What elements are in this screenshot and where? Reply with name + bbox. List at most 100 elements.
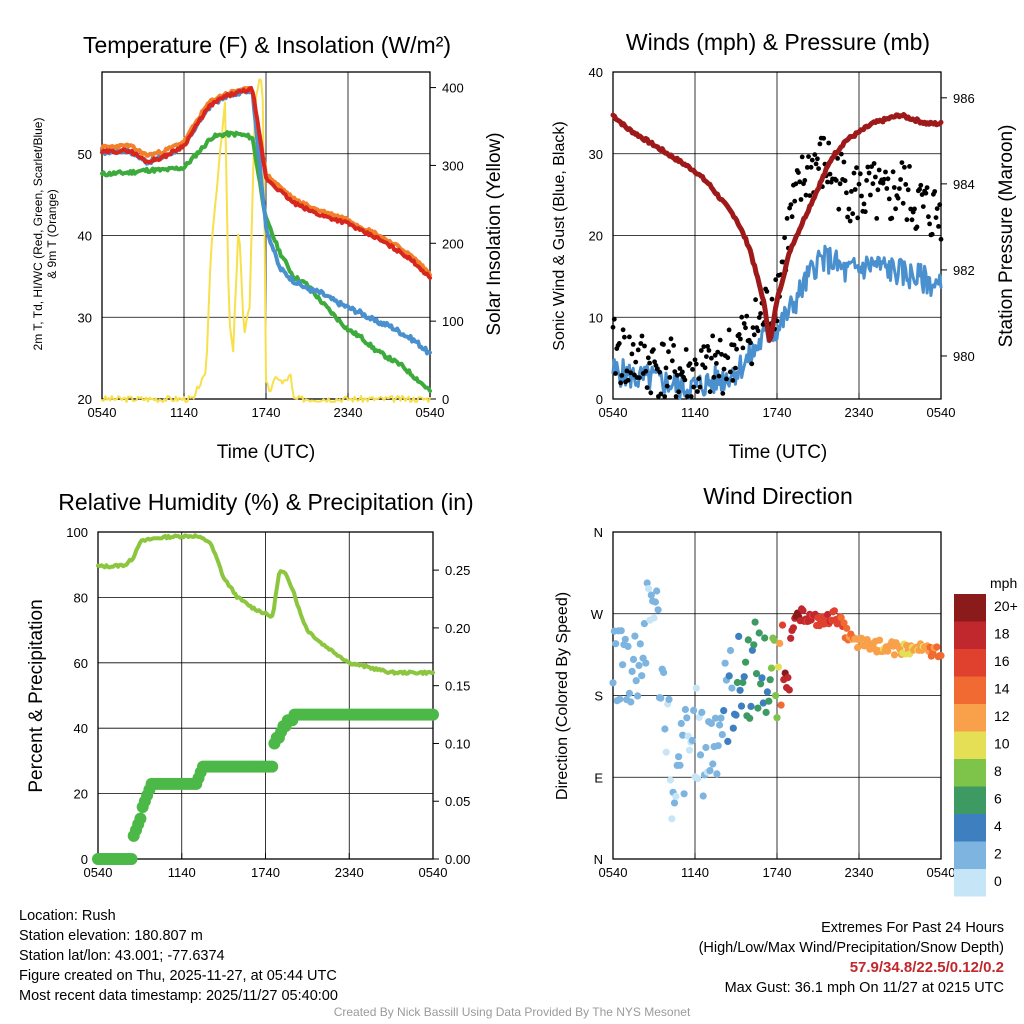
legend-label: 14: [994, 681, 1010, 697]
gust-point: [709, 355, 714, 361]
direction-point: [636, 640, 644, 648]
temp-xtick-label: 1140: [170, 405, 198, 420]
wind-ytick-right: 986: [953, 91, 975, 106]
legend-swatch: [954, 704, 986, 732]
gust-point: [923, 190, 929, 196]
wind-chart-title: Winds (mph) & Pressure (mb): [626, 29, 930, 55]
direction-point: [735, 632, 743, 641]
dir-ytick-left: E: [594, 770, 603, 785]
legend-label: 20+: [994, 598, 1018, 614]
rh-xtick-label: 1140: [168, 865, 196, 880]
gust-point: [638, 341, 644, 346]
gust-point: [808, 164, 814, 170]
legend-swatch: [954, 649, 986, 677]
latlon-text: Station lat/lon: 43.001; -77.6374: [19, 948, 225, 964]
temp-ylabel-left-1: 2m T, Td, HI/WC (Red, Green, Scarlet/Blu…: [31, 118, 45, 351]
direction-point: [676, 761, 684, 769]
direction-point: [748, 646, 757, 654]
gust-point: [798, 197, 804, 202]
direction-point: [653, 587, 661, 595]
gust-point: [680, 369, 685, 375]
gust-point: [851, 170, 857, 176]
direction-point: [699, 792, 707, 800]
gust-point: [669, 358, 675, 364]
gust-point: [727, 369, 733, 375]
extremes-values: 57.9/34.8/22.5/0.12/0.2: [849, 959, 1004, 976]
direction-point: [631, 632, 639, 640]
gust-point: [870, 181, 876, 187]
gust-point: [716, 373, 722, 379]
dir-ylabel-left: Direction (Colored By Speed): [554, 592, 571, 800]
gust-point: [883, 169, 888, 175]
direction-point: [733, 678, 742, 687]
dir-ytick-left: N: [594, 852, 603, 867]
gust-point: [743, 325, 748, 331]
direction-point: [654, 606, 662, 614]
gust-point: [627, 334, 632, 340]
dir-xtick-label: 2340: [845, 865, 874, 880]
direction-point: [709, 760, 717, 768]
rh-precip-panel: 0540 1140 1740 2340 05400204060801000.000.05…: [66, 525, 470, 880]
wind-xlabel: Time (UTC): [729, 442, 828, 463]
direction-point: [650, 614, 658, 622]
wind-ytick-left: 30: [589, 147, 603, 162]
gust-point: [715, 349, 721, 355]
direction-point: [696, 751, 705, 759]
gust-point: [847, 218, 853, 224]
gust-point: [682, 377, 688, 383]
direction-point: [685, 746, 694, 754]
direction-point: [644, 585, 653, 593]
station-info: Location: Rush Station elevation: 180.80…: [19, 906, 338, 1006]
legend-label: 0: [994, 873, 1002, 889]
direction-point: [628, 667, 636, 676]
direction-point: [759, 699, 767, 707]
direction-point: [785, 686, 793, 694]
gust-point: [919, 192, 925, 198]
direction-point: [933, 643, 941, 651]
direction-point: [840, 619, 848, 627]
legend-swatch: [954, 814, 986, 842]
gust-point: [733, 365, 738, 371]
gust-point: [688, 394, 694, 399]
direction-point: [702, 743, 710, 752]
direction-point: [677, 719, 685, 728]
direction-point: [776, 639, 784, 648]
direction-point: [632, 677, 640, 685]
gust-point: [889, 215, 895, 221]
gust-point: [738, 336, 743, 342]
gust-point: [661, 342, 666, 347]
dir-xtick-label: 1740: [763, 865, 792, 880]
direction-point: [668, 815, 676, 823]
legend-label: 6: [994, 791, 1002, 807]
gust-point: [792, 198, 798, 204]
gust-point: [876, 167, 882, 173]
gust-point: [926, 214, 931, 220]
gust-point: [893, 206, 898, 212]
gust-point: [884, 186, 890, 191]
direction-point: [692, 684, 701, 692]
direction-point: [744, 636, 752, 644]
gust-point: [673, 394, 679, 399]
gust-point: [625, 377, 631, 383]
gust-point: [905, 187, 911, 193]
dir-xtick-label: 0540: [927, 865, 956, 880]
gust-point: [903, 182, 909, 187]
direction-point: [642, 659, 650, 667]
gust-point: [873, 174, 878, 180]
direction-point: [773, 714, 781, 722]
gust-point: [835, 156, 840, 161]
temp-ytick-left: 50: [78, 147, 92, 162]
direction-point: [750, 641, 758, 649]
gust-point: [696, 376, 702, 381]
rh-ytick-left: 0: [81, 852, 88, 867]
direction-point: [732, 711, 740, 719]
gust-point: [897, 186, 902, 192]
direction-point: [724, 737, 732, 746]
direction-point: [657, 694, 665, 702]
direction-point: [761, 634, 769, 642]
direction-point: [660, 668, 668, 677]
rh-ytick-right: 0.00: [445, 852, 470, 867]
gust-point: [895, 195, 901, 201]
gust-point: [706, 348, 712, 353]
gust-point: [862, 209, 868, 215]
